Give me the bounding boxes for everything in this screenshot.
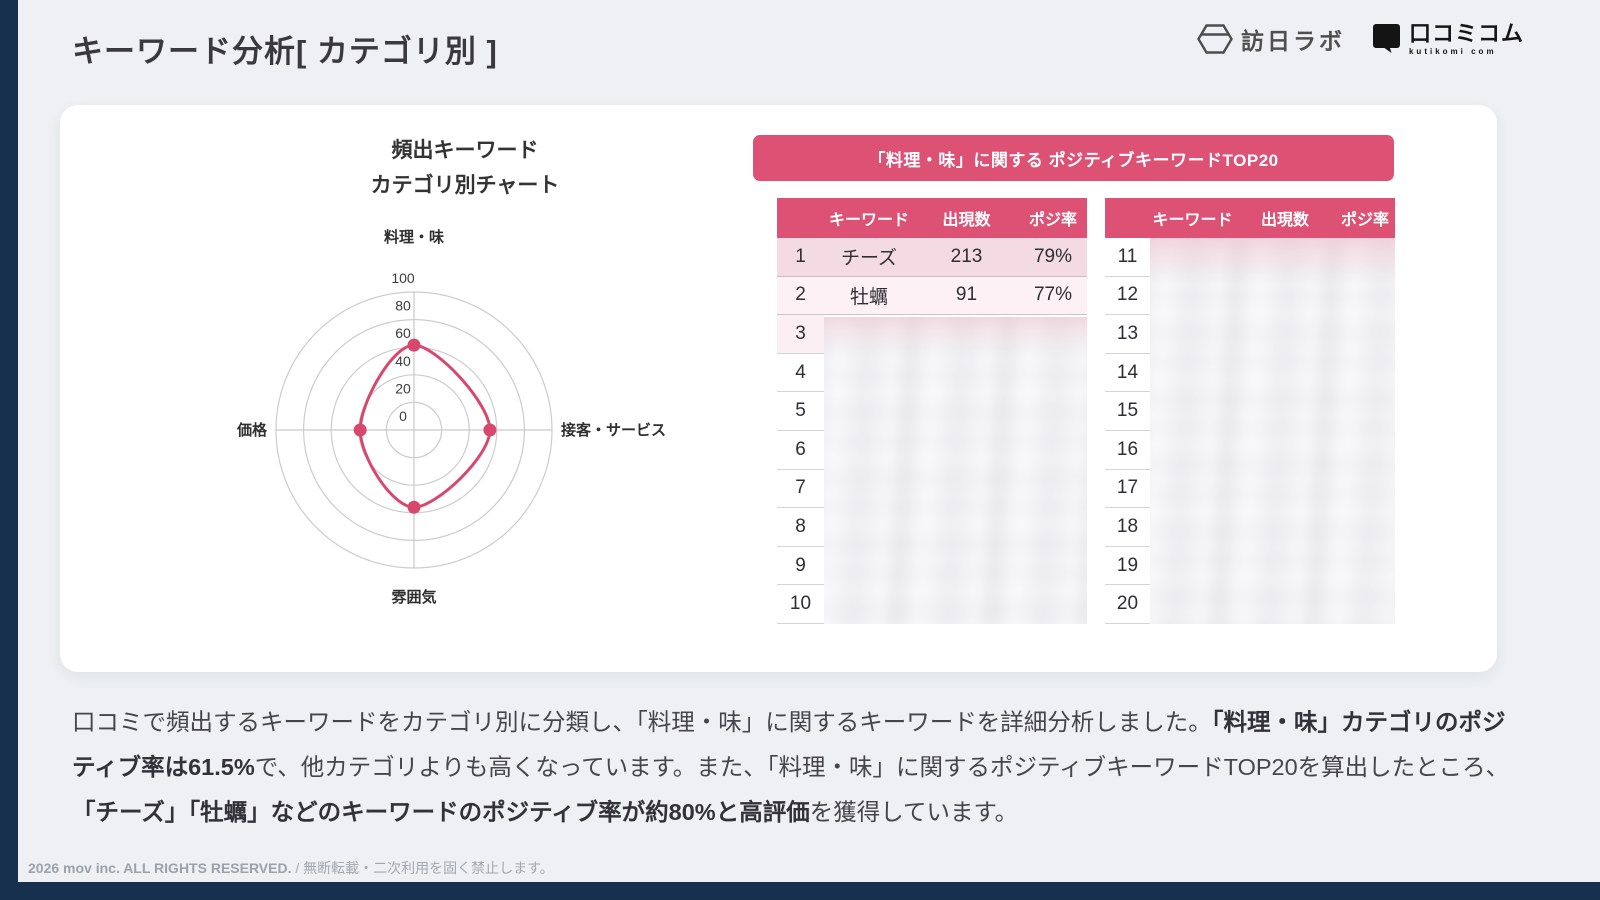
blur-smudge [824,317,1087,624]
cell-rank: 7 [795,477,806,499]
page-title: キーワード分析[ カテゴリ別 ] [72,34,498,69]
header-keyword: キーワード [828,212,909,229]
tick-label: 100 [391,270,415,286]
header-count: 出現数 [942,212,991,229]
cell-rate: 77% [1033,284,1073,306]
table-header: キーワード 出現数 ポジ率 [1105,198,1395,238]
summary-bold-text: 「チーズ」「牡蠣」などのキーワードのポジティブ率が約80%と高評価 [72,799,810,825]
tick-label: 20 [395,380,411,396]
radar-chart-title-line2: カテゴリ別チャート [370,174,560,197]
category-label: 価格 [236,421,268,439]
tick-label: 40 [395,353,411,369]
masked-data-blur [1150,238,1395,624]
header-rate: ポジ率 [1340,212,1389,229]
cell-count: 91 [955,284,978,306]
cell-rank: 3 [777,315,824,353]
cell-count: 213 [950,245,983,267]
kutikomi-logo-subtext: kutikomi com [1408,47,1497,56]
table-body: 11 12 13 14 15 16 17 18 19 20 [1105,238,1395,624]
speech-bubble-icon [1372,24,1400,53]
table-body: 1 チーズ 213 79% 2 牡蠣 91 77% 3 4 5 6 7 8 9 10 [777,238,1087,624]
cell-rank: 6 [795,438,806,460]
cell-rank: 18 [1116,515,1139,537]
kutikomi-logo-text: 口コミコム [1408,21,1524,46]
bottom-frame-bar [0,882,1600,900]
kutikomi-logo: 口コミコム kutikomi com [1371,22,1524,56]
cell-kw: 牡蠣 [849,286,888,308]
cell-rank: 13 [1116,322,1139,344]
radar-data-point [353,423,367,437]
report-card: 頻出キーワード カテゴリ別チャート 0 20 40 60 80 100 料理・味接客・サービ… [60,105,1497,672]
header-count: 出現数 [1260,212,1309,229]
tick-label: 0 [399,408,407,424]
honichi-lab-logo: 訪日ラボ [1197,22,1345,56]
radar-data-point [483,423,497,437]
cell-rank: 17 [1116,477,1139,499]
cell-rank: 15 [1116,400,1139,422]
tick-label: 80 [395,298,411,314]
summary-bold-text: 「料理・味」カテゴリのポジティブ率は61.5% [72,709,1506,780]
cell-rank: 16 [1116,438,1139,460]
cell-rank: 5 [795,400,806,422]
radar-chart-title-line1: 頻出キーワード [391,139,539,162]
cell-rate: 79% [1033,245,1073,267]
header-logos: 訪日ラボ 口コミコム kutikomi com [1197,22,1524,56]
keyword-table-rank11-20: キーワード 出現数 ポジ率 11 12 13 14 15 16 17 18 19 20 [1105,198,1395,624]
header-keyword: キーワード [1152,212,1233,229]
footer-copyright-ja: / 無断転載・二次利用を固く禁止します。 [291,860,554,876]
honichi-lab-logo-text: 訪日ラボ [1240,28,1345,54]
summary-paragraph: 口コミで頻出するキーワードをカテゴリ別に分類し、「料理・味」に関するキーワードを… [72,700,1514,835]
cell-rank: 12 [1116,284,1139,306]
radar-data-point [407,338,421,352]
cell-rank: 19 [1116,554,1139,576]
keyword-table-rank1-10: キーワード 出現数 ポジ率 1 チーズ 213 79% 2 牡蠣 91 77% 3 4 5 6 7 8 9 1… [777,198,1087,624]
summary-text: 口コミで頻出するキーワードをカテゴリ別に分類し、「料理・味」に関するキーワードを… [72,709,1212,735]
footer-copyright: 2026 mov inc. ALL RIGHTS RESERVED. / 無断転… [28,858,554,878]
summary-text: で、他カテゴリよりも高くなっています。また、「料理・味」に関するポジティブキーワ… [254,754,1510,780]
table-row: 1 チーズ 213 79% [777,238,1087,277]
category-label: 接客・サービス [561,421,666,439]
category-label: 料理・味 [384,228,444,246]
footer-copyright-en: 2026 mov inc. ALL RIGHTS RESERVED. [28,860,292,876]
top20-banner: 「料理・味」に関する ポジティブキーワードTOP20 [753,135,1394,181]
cell-rank: 9 [795,554,806,576]
blur-smudge [1150,238,1395,624]
cell-rank: 11 [1117,245,1138,267]
tick-label: 60 [395,325,411,341]
radar-chart-title: 頻出キーワード カテゴリ別チャート [175,133,755,203]
table-header: キーワード 出現数 ポジ率 [777,198,1087,238]
cell-rank: 2 [795,284,806,306]
masked-data-blur [824,317,1087,624]
radar-data-point [407,500,421,514]
cell-rank: 20 [1116,593,1139,615]
left-frame-bar [0,0,18,900]
category-label: 雰囲気 [391,588,436,606]
cell-rank: 10 [789,593,812,615]
table-row: 2 牡蠣 91 77% [777,276,1087,316]
cell-kw: チーズ [840,248,898,270]
cell-rank: 1 [795,245,806,267]
cell-rank: 4 [795,361,806,383]
header-rate: ポジ率 [1028,212,1077,229]
summary-text: を獲得しています。 [809,799,1019,825]
cell-rank: 8 [795,515,806,537]
cell-rank: 14 [1116,361,1139,383]
hexagon-icon [1197,24,1233,54]
